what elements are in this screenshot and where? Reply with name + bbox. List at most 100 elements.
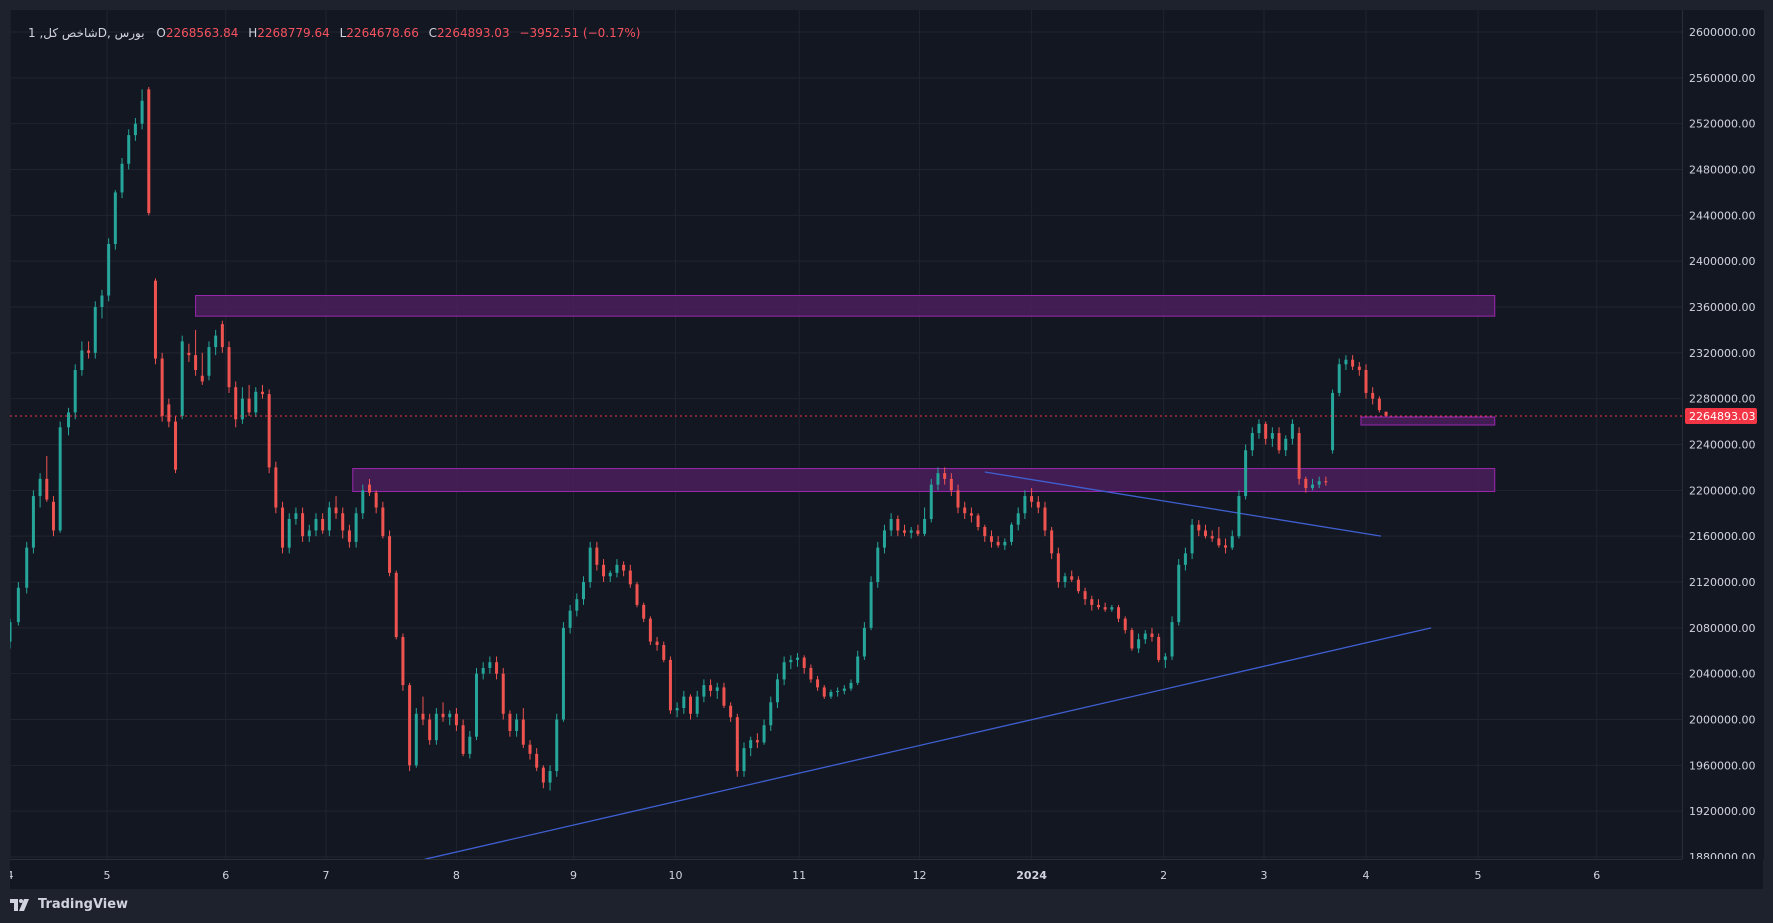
candle[interactable]	[1096, 599, 1100, 610]
candle[interactable]	[1324, 476, 1328, 486]
candle[interactable]	[515, 713, 519, 737]
candle[interactable]	[408, 682, 412, 772]
candle[interactable]	[1297, 427, 1301, 485]
candle[interactable]	[267, 389, 271, 474]
candle[interactable]	[1170, 616, 1174, 660]
candle[interactable]	[602, 559, 606, 582]
candle[interactable]	[107, 238, 111, 302]
candle[interactable]	[454, 708, 458, 731]
candle[interactable]	[153, 278, 157, 365]
candle[interactable]	[207, 341, 211, 381]
candle[interactable]	[1384, 411, 1388, 417]
candle[interactable]	[481, 662, 485, 680]
candle[interactable]	[568, 604, 572, 634]
candle[interactable]	[963, 501, 967, 519]
candle[interactable]	[1351, 355, 1355, 371]
candle[interactable]	[535, 748, 539, 772]
candle[interactable]	[281, 501, 285, 554]
candle[interactable]	[1137, 633, 1141, 654]
candle[interactable]	[381, 501, 385, 539]
candle[interactable]	[849, 679, 853, 691]
candle[interactable]	[709, 679, 713, 697]
trendline[interactable]	[424, 627, 1432, 859]
candle[interactable]	[1190, 518, 1194, 560]
candle[interactable]	[1250, 427, 1254, 456]
candle[interactable]	[943, 467, 947, 485]
candle[interactable]	[274, 461, 278, 514]
candle[interactable]	[214, 329, 218, 356]
candle[interactable]	[695, 690, 699, 718]
candle[interactable]	[314, 513, 318, 537]
candle[interactable]	[1217, 527, 1221, 548]
candle[interactable]	[528, 740, 532, 760]
time-axis[interactable]: 4 5 6 7 8 9 10 11 12 2024 2 3 4 5 6	[10, 859, 1682, 890]
candle[interactable]	[488, 656, 492, 674]
candle[interactable]	[775, 673, 779, 709]
price-chart-pane[interactable]: شاخص کل, 1D, بورس O2268563.84 H2268779.6…	[10, 10, 1682, 859]
candle[interactable]	[809, 664, 813, 683]
candle[interactable]	[822, 685, 826, 699]
candle[interactable]	[622, 561, 626, 577]
candle[interactable]	[1076, 576, 1080, 594]
candle[interactable]	[140, 89, 144, 130]
candle[interactable]	[1310, 478, 1314, 491]
candle[interactable]	[461, 719, 465, 757]
candle[interactable]	[1016, 507, 1020, 531]
symbol-name[interactable]: شاخص کل, 1D, بورس	[28, 26, 145, 40]
price-axis[interactable]: 1880000.00 1920000.00 1960000.00 2000000.00…	[1682, 10, 1764, 859]
candle[interactable]	[367, 478, 371, 497]
candle[interactable]	[655, 637, 659, 651]
candle[interactable]	[260, 384, 264, 399]
candle[interactable]	[816, 675, 820, 691]
candlestick-chart[interactable]	[10, 10, 1682, 859]
candle[interactable]	[1056, 547, 1060, 588]
candle[interactable]	[67, 407, 71, 436]
candle[interactable]	[501, 667, 505, 720]
candle[interactable]	[521, 708, 525, 749]
candle[interactable]	[133, 117, 137, 141]
candle[interactable]	[341, 507, 345, 539]
tradingview-logo[interactable]: TradingView	[10, 897, 128, 912]
candle[interactable]	[702, 679, 706, 703]
candle[interactable]	[689, 694, 693, 720]
candle[interactable]	[802, 655, 806, 674]
candle[interactable]	[675, 702, 679, 718]
candle[interactable]	[548, 765, 552, 791]
candle[interactable]	[769, 696, 773, 731]
candle[interactable]	[468, 730, 472, 759]
candle[interactable]	[1163, 653, 1167, 668]
candle[interactable]	[949, 473, 953, 497]
candle[interactable]	[160, 352, 164, 422]
candle[interactable]	[749, 736, 753, 757]
candle[interactable]	[1230, 530, 1234, 550]
candle[interactable]	[307, 524, 311, 542]
candle[interactable]	[555, 713, 559, 777]
candle[interactable]	[1063, 572, 1067, 588]
candle[interactable]	[1050, 527, 1054, 560]
candle[interactable]	[1043, 501, 1047, 537]
candle[interactable]	[120, 158, 124, 199]
candle[interactable]	[167, 398, 171, 428]
candle[interactable]	[234, 381, 238, 428]
candle[interactable]	[1364, 364, 1368, 399]
candle[interactable]	[1010, 522, 1014, 546]
candle[interactable]	[796, 653, 800, 667]
candle[interactable]	[842, 685, 846, 695]
candle[interactable]	[682, 690, 686, 714]
candle[interactable]	[648, 616, 652, 646]
candle[interactable]	[1157, 633, 1161, 663]
candle[interactable]	[93, 301, 97, 359]
candle[interactable]	[428, 713, 432, 745]
candle[interactable]	[829, 689, 833, 699]
candle[interactable]	[1237, 490, 1241, 539]
candle[interactable]	[401, 633, 405, 691]
supply-demand-zone[interactable]	[1360, 416, 1496, 426]
candle[interactable]	[1023, 490, 1027, 519]
candle[interactable]	[474, 667, 478, 741]
candle[interactable]	[789, 655, 793, 670]
candle[interactable]	[989, 530, 993, 548]
candle[interactable]	[1150, 627, 1154, 642]
candle[interactable]	[1357, 362, 1361, 376]
candle[interactable]	[1210, 530, 1214, 542]
candle[interactable]	[1371, 387, 1375, 405]
